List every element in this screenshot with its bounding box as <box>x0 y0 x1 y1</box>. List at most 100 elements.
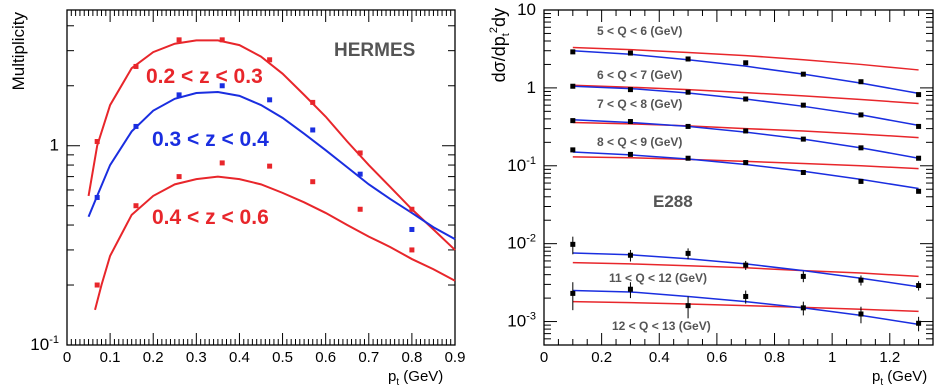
y-tick-exponent: -1 <box>49 334 59 346</box>
data-point <box>916 188 922 194</box>
y-tick-base: 10 <box>507 234 526 253</box>
x-axis-title-p: p <box>388 368 396 385</box>
data-point <box>219 83 225 89</box>
data-point <box>94 282 100 288</box>
data-point <box>409 226 415 232</box>
data-point <box>685 89 691 95</box>
data-point <box>858 112 864 118</box>
y-tick-exponent: -3 <box>526 311 536 323</box>
q-range-label-5: 12 < Q < 13 (GeV) <box>612 319 711 333</box>
data-point <box>219 37 225 43</box>
data-point <box>570 83 576 89</box>
data-point <box>133 63 139 69</box>
x-tick-label: 0 <box>540 349 548 366</box>
data-point <box>94 139 100 145</box>
data-point <box>685 56 691 62</box>
data-point <box>743 160 749 166</box>
data-point <box>685 155 691 161</box>
x-tick-label: 0.6 <box>315 349 336 366</box>
red-curve-0 <box>572 46 919 71</box>
q-range-label-3: 8 < Q < 9 (GeV) <box>597 135 682 149</box>
data-point <box>267 57 273 63</box>
data-point <box>267 97 273 103</box>
data-point <box>685 123 691 129</box>
y-tick-label: 1 <box>50 136 59 155</box>
right-plot-frame <box>543 9 934 346</box>
left-axis-ticks: 0 0.1 0.2 0.3 0.4 0.5 0.6 0.7 0.8 0.9 10-1 1 <box>30 10 465 366</box>
q-range-label-1: 6 < Q < 7 (GeV) <box>597 68 682 82</box>
y-axis-title: Multiplicity <box>9 12 28 91</box>
x-tick-label: 0.9 <box>445 349 466 366</box>
x-tick-label: 0.8 <box>401 349 422 366</box>
data-point <box>743 128 749 134</box>
data-point <box>800 102 806 108</box>
right-data-points <box>570 49 922 332</box>
data-point <box>858 145 864 151</box>
data-point <box>310 179 316 185</box>
series-label-2: 0.4 < z < 0.6 <box>152 206 269 229</box>
data-point <box>800 305 806 311</box>
q-range-label-0: 5 < Q < 6 (GeV) <box>597 24 682 38</box>
q-range-label-2: 7 < Q < 8 (GeV) <box>597 97 682 111</box>
y-tick-label: 10-1 <box>507 155 536 175</box>
data-point <box>94 194 100 200</box>
data-point <box>916 283 922 289</box>
y-axis-title-main: dσ/dp <box>489 36 509 82</box>
data-point <box>858 178 864 184</box>
x-tick-label: 0.4 <box>649 349 670 366</box>
data-point <box>800 169 806 175</box>
y-axis-title-sup: 2 <box>488 27 500 33</box>
data-point <box>916 123 922 129</box>
data-point <box>916 155 922 161</box>
data-point <box>800 136 806 142</box>
data-point <box>357 150 363 156</box>
x-axis-title: pt (GeV) <box>872 368 927 388</box>
data-point <box>176 37 182 43</box>
y-tick-label: 10-1 <box>30 334 59 354</box>
data-point <box>800 71 806 77</box>
y-axis-title: dσ/dpt2dy <box>488 8 512 82</box>
left-data-points <box>94 37 415 288</box>
right-labels: 5 < Q < 6 (GeV) 6 < Q < 7 (GeV) 7 < Q < 8 … <box>488 8 927 388</box>
data-point <box>743 293 749 299</box>
data-point <box>743 60 749 66</box>
y-tick-base: 10 <box>517 0 536 19</box>
data-point <box>800 273 806 279</box>
y-tick-exponent: -2 <box>526 233 536 245</box>
y-tick-label: 1 <box>527 78 536 97</box>
x-axis-title-unit: (GeV) <box>883 368 927 385</box>
x-tick-label: 0.6 <box>706 349 727 366</box>
y-tick-exponent: -1 <box>526 155 536 167</box>
y-tick-label: 10-3 <box>507 311 536 331</box>
data-point <box>357 206 363 212</box>
x-tick-label: 0 <box>63 349 71 366</box>
x-tick-label: 0.2 <box>143 349 164 366</box>
x-tick-label: 1 <box>828 349 836 366</box>
data-point <box>743 96 749 102</box>
data-point <box>133 203 139 209</box>
x-axis-title-unit: (GeV) <box>399 368 443 385</box>
experiment-label: HERMES <box>334 40 415 61</box>
data-point <box>570 49 576 55</box>
x-axis-title-sub: t <box>880 377 883 388</box>
data-point <box>627 252 633 258</box>
model-curve-1 <box>87 91 456 240</box>
data-point <box>685 250 691 256</box>
data-point <box>570 290 576 296</box>
data-point <box>409 206 415 212</box>
y-tick-base: 10 <box>507 312 526 331</box>
data-point <box>570 147 576 153</box>
data-point <box>858 79 864 85</box>
y-tick-base: 10 <box>30 335 49 354</box>
x-tick-label: 0.5 <box>272 349 293 366</box>
hermes-multiplicity-panel: 0 0.1 0.2 0.3 0.4 0.5 0.6 0.7 0.8 0.9 10-1 1 0.2 < … <box>9 9 465 388</box>
x-tick-label: 0.2 <box>591 349 612 366</box>
data-point <box>858 311 864 317</box>
q-range-label-4: 11 < Q < 12 (GeV) <box>609 271 707 285</box>
y-tick-base: 10 <box>507 156 526 175</box>
data-point <box>627 50 633 56</box>
data-point <box>267 163 273 169</box>
y-tick-label: 10 <box>517 0 536 19</box>
left-model-curves <box>87 39 456 311</box>
